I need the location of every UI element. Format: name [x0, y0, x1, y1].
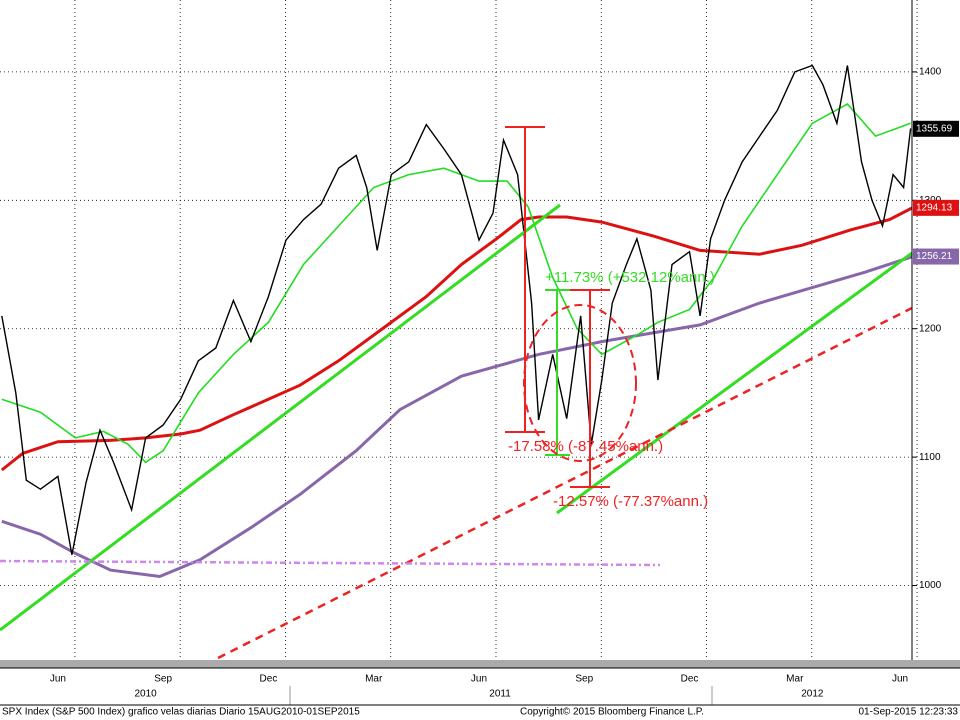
- x-tick-label: Jun: [50, 674, 66, 685]
- series-line: [1, 64, 912, 555]
- y-tick-label: 1400: [919, 67, 942, 78]
- last-value-box: [913, 248, 959, 265]
- footer-right: 01-Sep-2015 12:23:33: [858, 707, 958, 718]
- annotation: -12.57% (-77.37%ann.): [553, 493, 708, 510]
- x-tick-label: Jun: [471, 674, 487, 685]
- x-tick-label: Dec: [260, 674, 278, 685]
- footer-center: Copyright© 2015 Bloomberg Finance L.P.: [520, 707, 704, 718]
- x-tick-label: Mar: [786, 674, 804, 685]
- annotation-shapes: [0, 126, 913, 660]
- x-tick-label: Mar: [365, 674, 383, 685]
- x-tick-label: Sep: [575, 674, 593, 685]
- annotation: +11.73% (+532.12%ann.): [545, 269, 715, 286]
- y-tick-label: 1000: [919, 580, 942, 591]
- last-value-box: [913, 120, 959, 137]
- year-label: 2010: [135, 689, 158, 700]
- series-line: [1, 102, 911, 464]
- series-lines: [0, 64, 913, 579]
- last-value-label: 1256.21: [916, 251, 953, 262]
- bottom-band: [0, 660, 960, 668]
- y-tick-label: 1100: [919, 452, 941, 463]
- last-value-label: 1355.69: [916, 123, 953, 134]
- series-line: [0, 206, 913, 472]
- x-tick-label: Jun: [892, 674, 908, 685]
- year-label: 2012: [801, 689, 824, 700]
- series-line: [1, 255, 913, 579]
- annotation: -17.58% (-87.45%ann.): [508, 438, 663, 455]
- footer-left: SPX Index (S&P 500 Index) grafico velas …: [2, 707, 360, 718]
- x-tick-label: Dec: [681, 674, 699, 685]
- y-tick-label: 1200: [919, 323, 942, 334]
- last-value-label: 1294.13: [916, 202, 953, 213]
- last-value-box: [913, 199, 959, 216]
- year-label: 2011: [489, 689, 511, 700]
- x-tick-label: Sep: [154, 674, 172, 685]
